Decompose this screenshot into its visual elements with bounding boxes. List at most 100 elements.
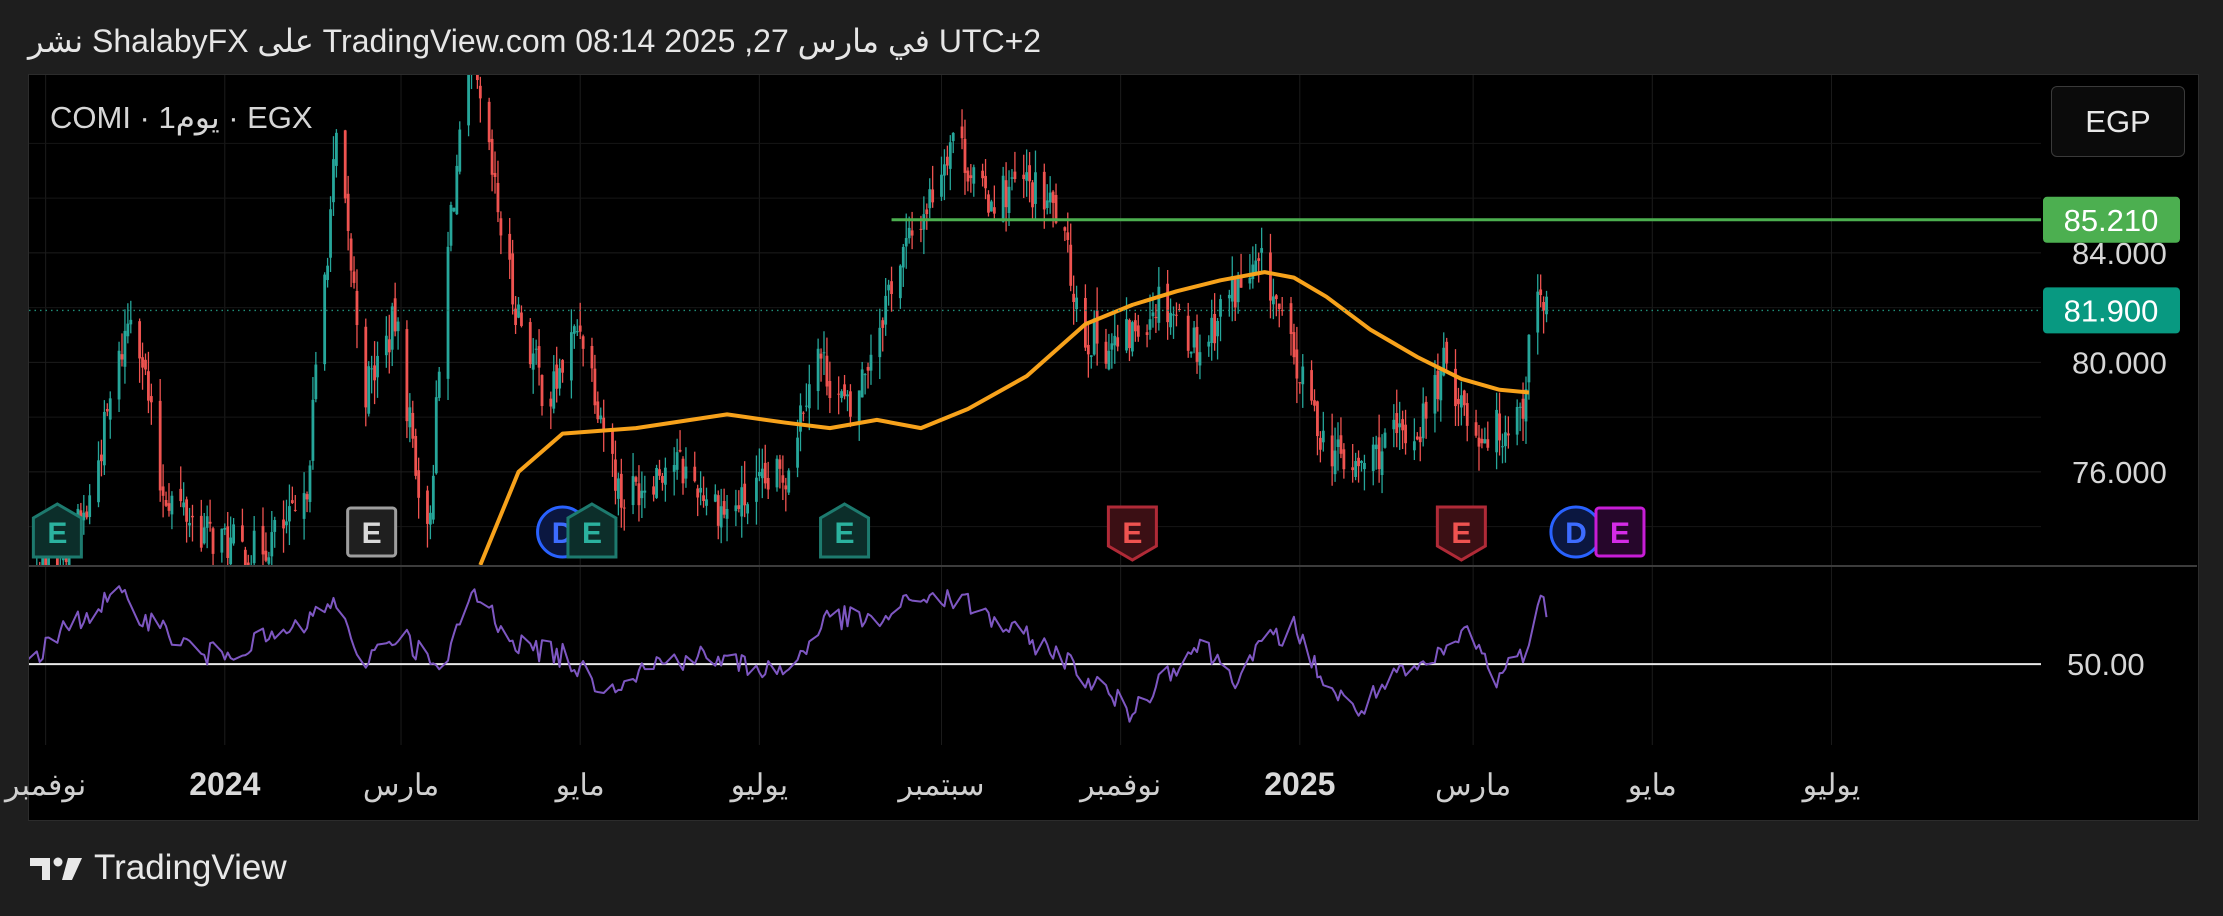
candle-body: [314, 364, 318, 400]
candle-body: [147, 371, 150, 401]
candle-body: [164, 500, 168, 506]
candle-body: [1524, 389, 1528, 422]
candle-body: [27, 591, 30, 599]
candle-body: [1086, 344, 1090, 355]
candle-body: [1042, 171, 1046, 210]
candle-body: [1069, 244, 1073, 286]
candle-body: [1504, 432, 1507, 447]
candle-body: [475, 75, 479, 81]
candle-body: [220, 528, 224, 553]
candle-body: [740, 487, 744, 517]
event-marker-earnings[interactable]: [346, 506, 398, 558]
event-marker-letter: E: [1451, 517, 1471, 550]
candle-body: [1316, 401, 1319, 437]
candle-body: [878, 327, 882, 358]
candle-body: [1289, 303, 1293, 335]
event-marker-earnings[interactable]: [1106, 505, 1158, 562]
candle-body: [85, 511, 89, 518]
candle-body: [105, 408, 109, 412]
event-marker-earnings[interactable]: [31, 502, 83, 559]
x-axis-year-label: 2025: [1264, 766, 1335, 802]
x-axis-year-label: 2024: [189, 766, 260, 802]
candle-body: [191, 515, 194, 518]
candle-body: [1521, 398, 1525, 419]
candle-body: [1474, 422, 1478, 436]
candle-body: [141, 357, 144, 368]
candle-body: [205, 516, 209, 528]
event-marker-earnings[interactable]: [819, 502, 871, 559]
candle-body: [1010, 177, 1014, 179]
candle-body: [992, 207, 996, 214]
event-marker-earnings[interactable]: [566, 502, 618, 559]
candle-body: [487, 101, 491, 143]
candle-body: [837, 393, 841, 395]
candle-body: [414, 435, 418, 476]
candle-body: [643, 490, 647, 493]
candle-body: [661, 476, 664, 483]
candle-body: [343, 130, 347, 199]
candle-body: [211, 528, 215, 554]
candle-body: [1371, 444, 1375, 472]
candle-body: [129, 319, 133, 325]
candle-body: [1013, 171, 1017, 180]
candle-body: [1257, 258, 1261, 261]
x-axis-month-label: مايو: [1626, 769, 1677, 803]
currency-button[interactable]: EGP: [2051, 86, 2185, 157]
candle-body: [455, 165, 459, 215]
candle-body: [1436, 370, 1440, 400]
candle-body: [857, 390, 861, 422]
candle-body: [473, 47, 476, 57]
candle-body: [202, 527, 206, 544]
candle-body: [763, 462, 767, 484]
candle-body: [417, 470, 421, 498]
candle-body: [987, 194, 990, 213]
event-marker-earnings[interactable]: [1594, 506, 1646, 558]
candle-body: [572, 326, 576, 334]
candle-body: [1145, 332, 1149, 336]
candle-body: [910, 230, 914, 236]
candle-body: [326, 265, 329, 281]
candle-body: [1412, 441, 1416, 451]
candle-body: [866, 366, 870, 371]
candle-body: [755, 477, 758, 502]
candle-body: [802, 412, 805, 414]
candle-body: [528, 322, 532, 365]
candle-body: [766, 477, 770, 490]
candle-body: [452, 207, 456, 212]
candle-body: [919, 228, 923, 230]
candle-body: [246, 562, 250, 565]
candle-body: [819, 353, 823, 359]
candle-body: [123, 330, 127, 367]
tradingview-logo[interactable]: TradingView: [28, 848, 287, 888]
candle-body: [208, 521, 212, 524]
candle-body: [1227, 294, 1231, 299]
candle-body: [437, 371, 441, 398]
event-marker-letter: E: [362, 517, 382, 550]
candle-body: [781, 475, 785, 483]
candle-body: [616, 478, 620, 499]
candle-body: [1213, 313, 1217, 344]
candle-body: [890, 281, 893, 295]
candle-body: [355, 290, 359, 326]
candle-body: [637, 483, 641, 506]
candle-body: [678, 449, 682, 452]
candle-body: [305, 494, 309, 500]
event-marker-earnings[interactable]: [1435, 505, 1487, 562]
candle-body: [1545, 296, 1548, 315]
x-axis-month-label: مارس: [363, 769, 439, 803]
candle-body: [1321, 430, 1325, 443]
candle-body: [578, 325, 582, 332]
candle-body: [596, 401, 600, 420]
candle-body: [1089, 355, 1093, 357]
x-axis-month-label: مارس: [1435, 769, 1511, 803]
candle-body: [1195, 326, 1199, 362]
candle-body: [100, 454, 103, 462]
candle-body: [38, 567, 41, 597]
candle-body: [387, 339, 391, 353]
candle-body: [1271, 296, 1275, 305]
candle-body: [1128, 320, 1131, 349]
candle-body: [907, 227, 911, 239]
candle-body: [188, 522, 191, 526]
x-axis-month-label: يوليو: [729, 769, 789, 803]
